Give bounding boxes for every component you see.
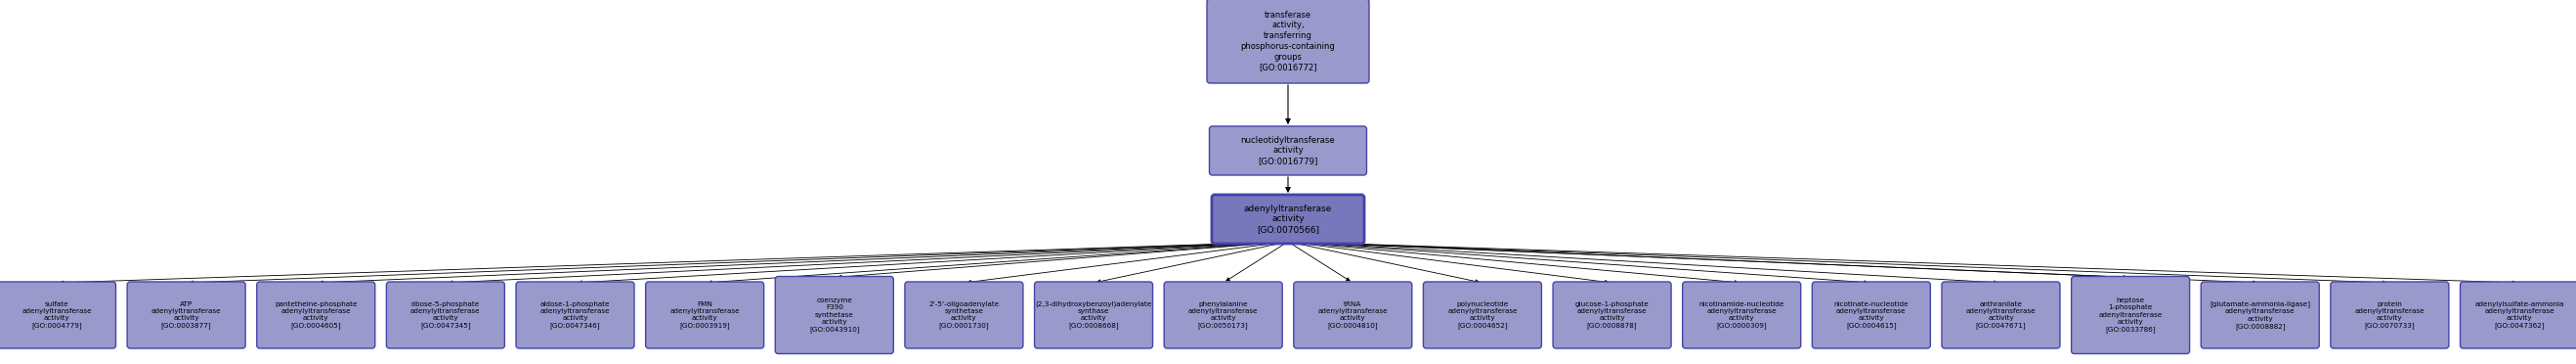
FancyBboxPatch shape — [386, 282, 505, 348]
FancyBboxPatch shape — [1164, 282, 1283, 348]
FancyBboxPatch shape — [775, 276, 894, 354]
FancyBboxPatch shape — [515, 282, 634, 348]
FancyBboxPatch shape — [1942, 282, 2061, 348]
FancyBboxPatch shape — [1553, 282, 1672, 348]
Text: glucose-1-phosphate
adenylyltransferase
activity
[GO:0008878]: glucose-1-phosphate adenylyltransferase … — [1574, 301, 1649, 329]
FancyBboxPatch shape — [1293, 282, 1412, 348]
Text: anthranilate
adenylyltransferase
activity
[GO:0047671]: anthranilate adenylyltransferase activit… — [1965, 301, 2035, 329]
Text: protein
adenylyltransferase
activity
[GO:0070733]: protein adenylyltransferase activity [GO… — [2354, 301, 2424, 329]
FancyBboxPatch shape — [904, 282, 1023, 348]
FancyBboxPatch shape — [2331, 282, 2450, 348]
FancyBboxPatch shape — [2200, 282, 2318, 348]
Text: nicotinate-nucleotide
adenylyltransferase
activity
[GO:0004615]: nicotinate-nucleotide adenylyltransferas… — [1834, 301, 1909, 329]
Text: aldose-1-phosphate
adenylyltransferase
activity
[GO:0047346]: aldose-1-phosphate adenylyltransferase a… — [541, 301, 611, 329]
Text: adenylylsulfate-ammonia
adenylyltransferase
activity
[GO:0047362]: adenylylsulfate-ammonia adenylyltransfer… — [2476, 301, 2563, 329]
Text: tRNA
adenylyltransferase
activity
[GO:0004810]: tRNA adenylyltransferase activity [GO:00… — [1319, 301, 1388, 329]
Text: heptose
1-phosphate
adenyltransferase
activity
[GO:0033786]: heptose 1-phosphate adenyltransferase ac… — [2099, 298, 2161, 333]
FancyBboxPatch shape — [1682, 282, 1801, 348]
FancyBboxPatch shape — [1208, 126, 1368, 175]
FancyBboxPatch shape — [1036, 282, 1151, 348]
Text: nicotinamide-nucleotide
adenylyltransferase
activity
[GO:0000309]: nicotinamide-nucleotide adenylyltransfer… — [1700, 301, 1785, 329]
FancyBboxPatch shape — [2460, 282, 2576, 348]
Text: adenylyltransferase
activity
[GO:0070566]: adenylyltransferase activity [GO:0070566… — [1244, 204, 1332, 234]
Text: [glutamate-ammonia-ligase]
adenylyltransferase
activity
[GO:0008882]: [glutamate-ammonia-ligase] adenylyltrans… — [2210, 301, 2311, 329]
FancyBboxPatch shape — [1811, 282, 1929, 348]
FancyBboxPatch shape — [2071, 276, 2190, 354]
FancyBboxPatch shape — [1211, 195, 1365, 244]
FancyBboxPatch shape — [0, 282, 116, 348]
FancyBboxPatch shape — [126, 282, 245, 348]
Text: ATP
adenylyltransferase
activity
[GO:0003877]: ATP adenylyltransferase activity [GO:000… — [152, 301, 222, 329]
FancyBboxPatch shape — [1425, 282, 1540, 348]
Text: 2'-5'-oligoadenylate
synthetase
activity
[GO:0001730]: 2'-5'-oligoadenylate synthetase activity… — [930, 301, 999, 329]
Text: coenzyme
F390
synthetase
activity
[GO:0043910]: coenzyme F390 synthetase activity [GO:00… — [809, 298, 860, 333]
Text: phenylalanine
adenylyltransferase
activity
[GO:0050173]: phenylalanine adenylyltransferase activi… — [1188, 301, 1257, 329]
FancyBboxPatch shape — [1208, 0, 1368, 83]
Text: nucleotidyltransferase
activity
[GO:0016779]: nucleotidyltransferase activity [GO:0016… — [1242, 136, 1334, 166]
Text: transferase
activity,
transferring
phosphorus-containing
groups
[GO:0016772]: transferase activity, transferring phosp… — [1242, 11, 1334, 72]
Text: (2,3-dihydroxybenzoyl)adenylate
synthase
activity
[GO:0008668]: (2,3-dihydroxybenzoyl)adenylate synthase… — [1036, 301, 1151, 329]
Text: polynucleotide
adenylyltransferase
activity
[GO:0004652]: polynucleotide adenylyltransferase activ… — [1448, 301, 1517, 329]
Text: pantetheine-phosphate
adenylyltransferase
activity
[GO:0004605]: pantetheine-phosphate adenylyltransferas… — [276, 301, 358, 329]
FancyBboxPatch shape — [647, 282, 765, 348]
Text: ribose-5-phosphate
adenylyltransferase
activity
[GO:0047345]: ribose-5-phosphate adenylyltransferase a… — [410, 301, 482, 329]
Text: sulfate
adenylyltransferase
activity
[GO:0004779]: sulfate adenylyltransferase activity [GO… — [21, 301, 93, 329]
FancyBboxPatch shape — [258, 282, 376, 348]
Text: FMN
adenylyltransferase
activity
[GO:0003919]: FMN adenylyltransferase activity [GO:000… — [670, 301, 739, 329]
